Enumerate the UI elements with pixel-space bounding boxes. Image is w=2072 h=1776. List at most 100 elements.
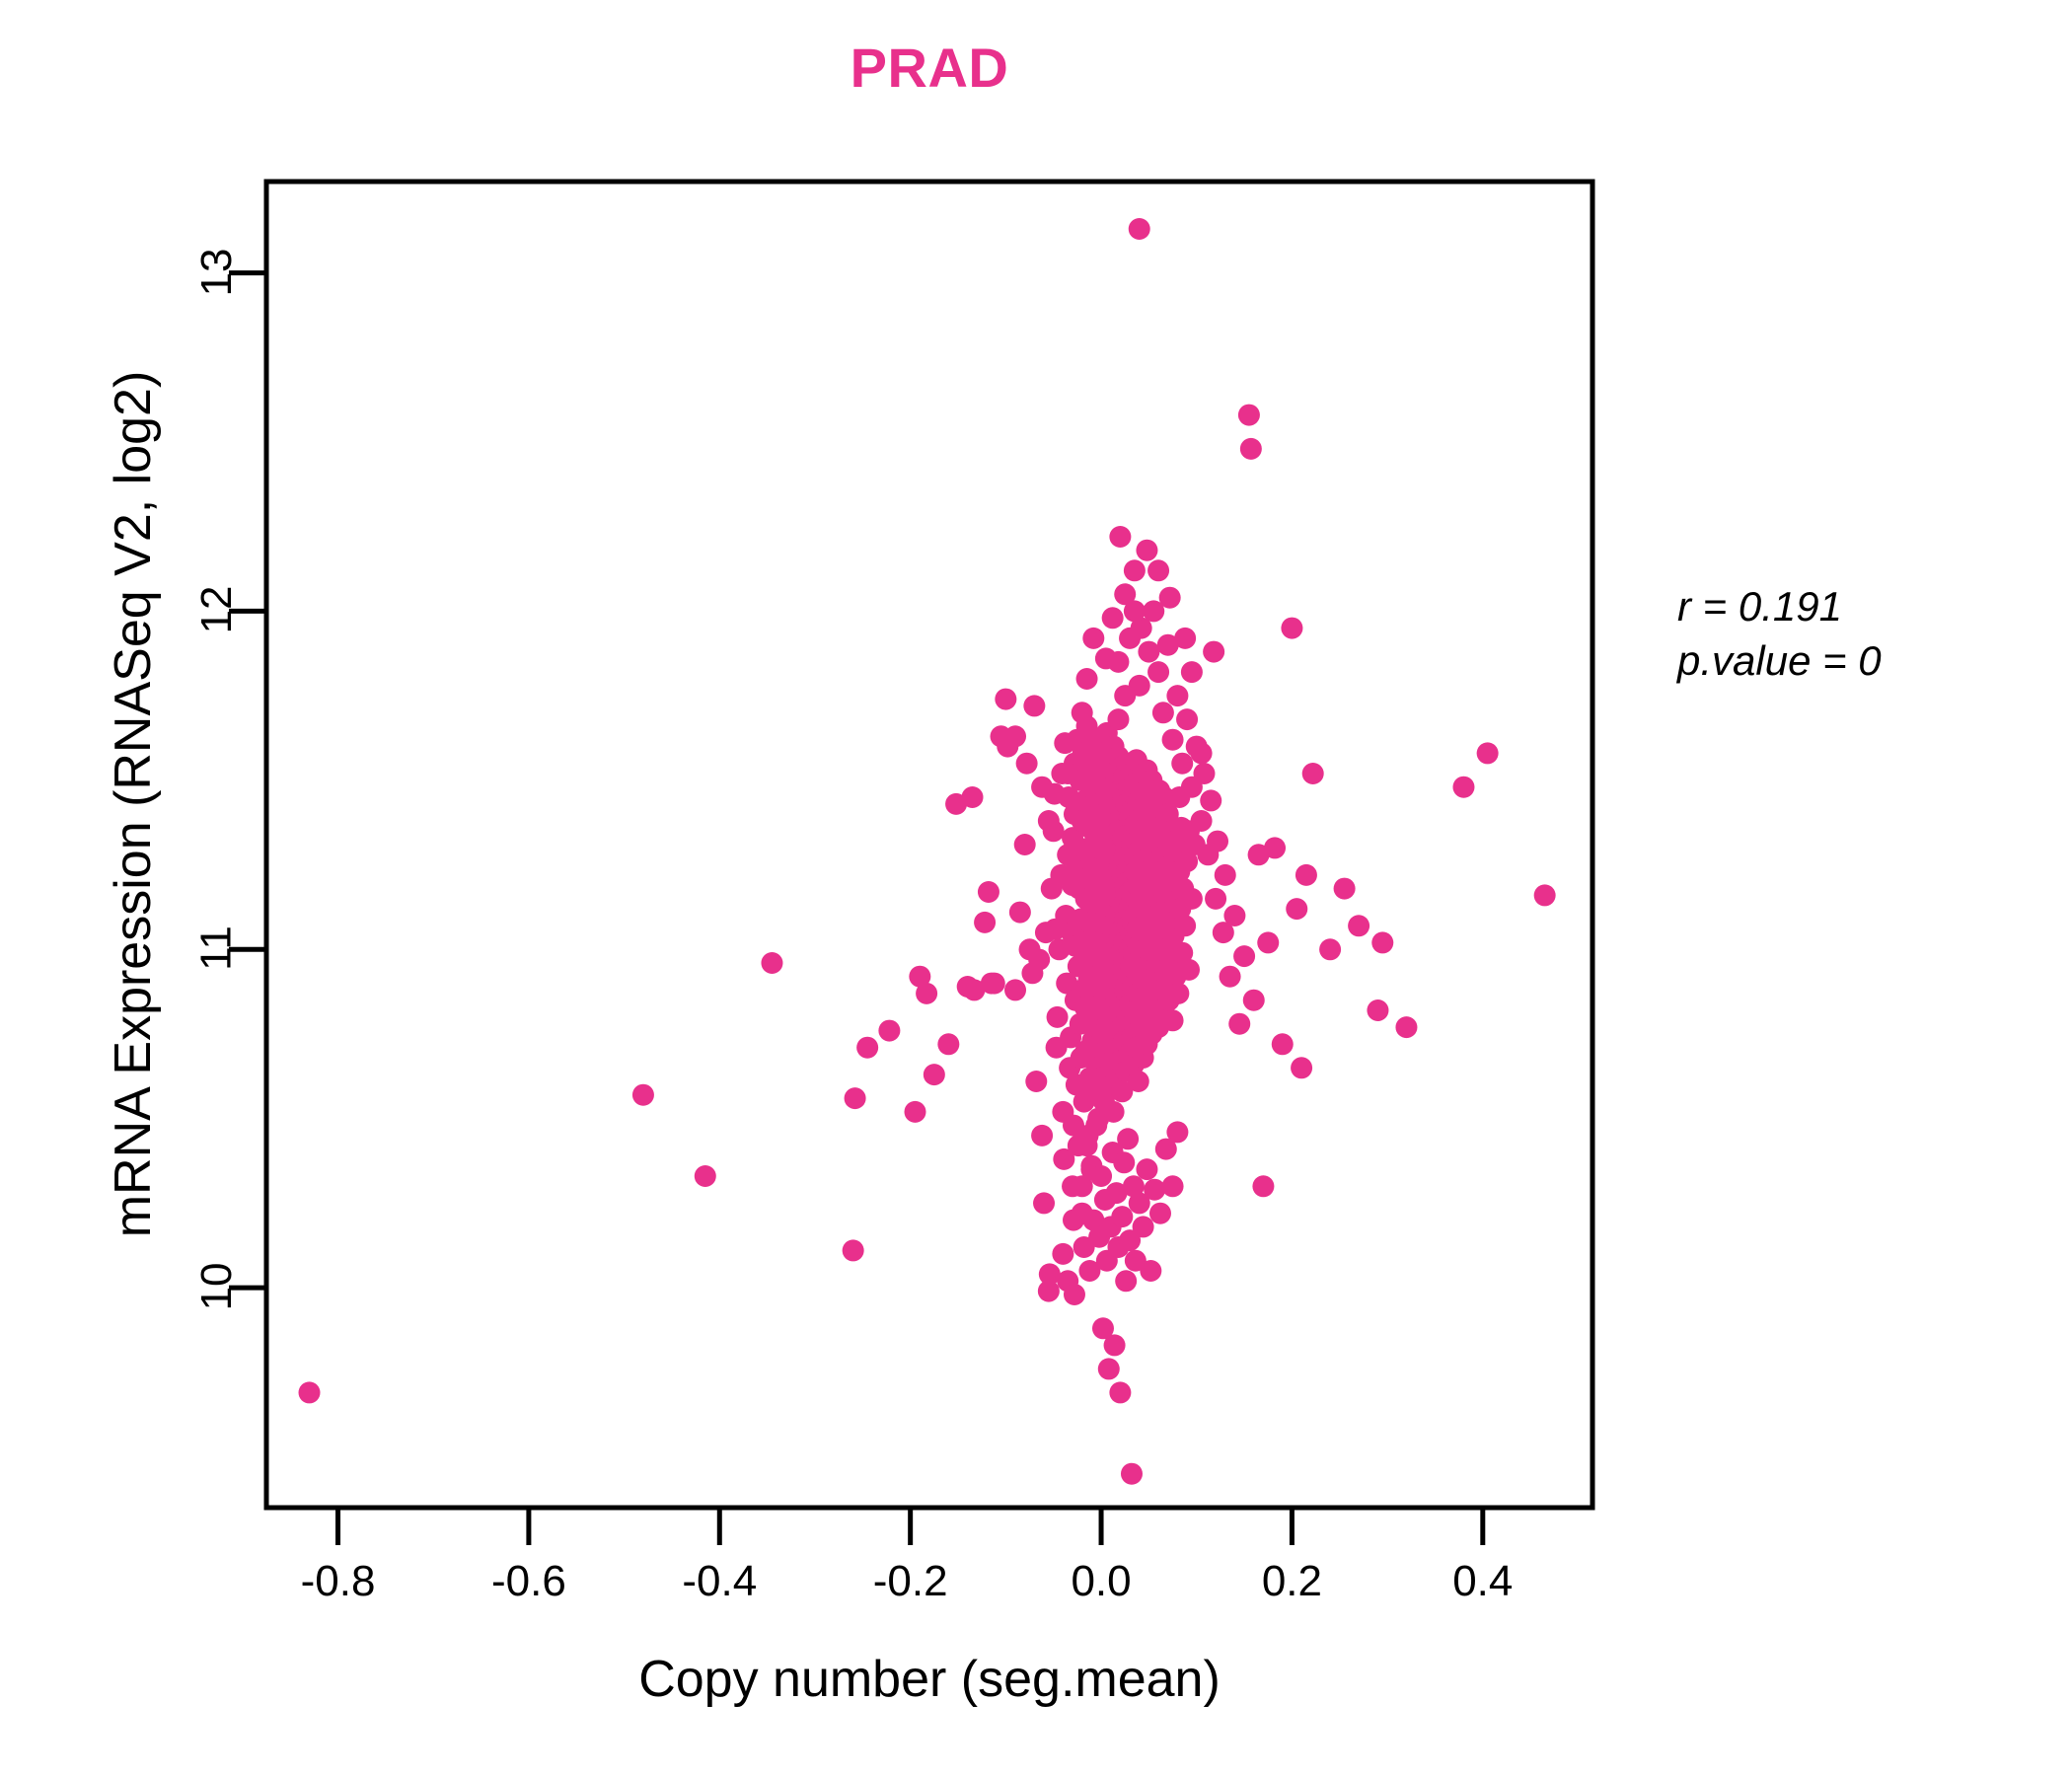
plot-box-border [263,179,1595,1511]
data-point [1122,1175,1145,1198]
data-point [1103,1334,1126,1357]
data-point [1028,948,1051,971]
data-point [1015,752,1038,775]
data-point [1013,834,1036,855]
data-point [1078,1260,1101,1282]
data-point [1174,627,1197,649]
data-point [1264,837,1287,859]
data-point [1174,915,1197,937]
data-point [1180,887,1203,910]
data-point [1348,915,1370,937]
data-point [1123,559,1146,582]
data-point [842,1239,864,1262]
data-point [1281,617,1303,639]
data-point [1037,810,1060,832]
data-point [1082,1209,1105,1231]
data-point [1057,763,1079,784]
data-point [1167,982,1190,1004]
data-point [1130,617,1152,639]
data-point [1205,887,1227,910]
data-point [1136,539,1158,561]
y-axis-tick-label: 10 [192,1262,241,1311]
data-point [937,1033,960,1056]
x-axis-tick-label: -0.4 [682,1557,758,1605]
data-point [1237,404,1260,426]
data-point [977,881,999,903]
data-point [298,1381,321,1404]
data-point [1178,958,1200,981]
x-axis-tick-label: -0.8 [300,1557,376,1605]
data-point [995,688,1017,710]
pvalue-value: p.value = 0 [1677,636,1882,684]
data-point [1037,1280,1060,1302]
data-point [1124,1249,1147,1272]
data-point [1319,938,1342,961]
data-point [1176,851,1199,873]
y-axis-tick-label: 12 [192,585,241,634]
data-point [1223,905,1246,926]
data-point [1082,627,1105,649]
data-point [1395,1016,1418,1039]
data-point [1038,1263,1061,1286]
data-point [1367,999,1389,1021]
data-point [1128,1192,1150,1215]
data-point [1228,1012,1251,1035]
data-point [945,792,968,815]
data-point [878,1019,901,1042]
data-point [1161,728,1184,751]
data-point [1107,708,1130,731]
data-point [1193,763,1216,784]
data-point [1113,1151,1136,1174]
data-point [1114,583,1137,606]
data-point [1053,1147,1075,1170]
data-point [963,979,986,1001]
data-point [1127,1071,1149,1092]
data-point [1147,559,1170,582]
data-point [1143,600,1165,623]
data-point [1476,742,1499,765]
data-point [1097,1358,1120,1380]
data-point [1091,1317,1114,1340]
data-point [1105,1182,1128,1205]
correlation-value: r = 0.191 [1677,583,1842,629]
data-point [1247,844,1270,866]
data-point [1117,1128,1140,1150]
x-axis-tick-label: -0.6 [490,1557,566,1605]
data-point [761,952,783,974]
data-point [1114,685,1137,707]
data-point [923,1064,945,1086]
data-point [1161,1175,1184,1198]
y-axis-title: mRNA Expression (RNASeq V2, log2) [105,370,162,1238]
data-point [1301,763,1324,784]
data-point [1138,640,1160,663]
data-point [1171,752,1194,775]
data-point [1073,1236,1095,1258]
data-point [1219,965,1241,988]
x-axis-ticks [335,1508,1486,1545]
data-point [1190,742,1213,765]
data-point [1052,1242,1074,1265]
x-axis-title: Copy number (seg.mean) [638,1651,1221,1708]
data-point [1203,640,1225,663]
data-point [1144,1178,1166,1201]
x-axis-tick-label: -0.2 [872,1557,948,1605]
data-point [1212,922,1234,944]
data-point [1371,931,1394,954]
data-point [1132,1216,1154,1238]
data-point [1214,863,1236,886]
data-point [1119,1229,1142,1252]
y-axis-tick-label: 13 [192,248,241,297]
data-point [974,911,997,933]
data-point [1062,1175,1084,1198]
data-point [1158,586,1181,609]
data-point [1004,725,1027,748]
data-point [1140,1260,1162,1282]
data-point [1111,1206,1134,1228]
data-point [1151,702,1174,724]
data-point [1152,786,1175,808]
data-point [1252,1175,1275,1198]
data-point [1085,1114,1108,1137]
data-point [1090,1165,1113,1187]
